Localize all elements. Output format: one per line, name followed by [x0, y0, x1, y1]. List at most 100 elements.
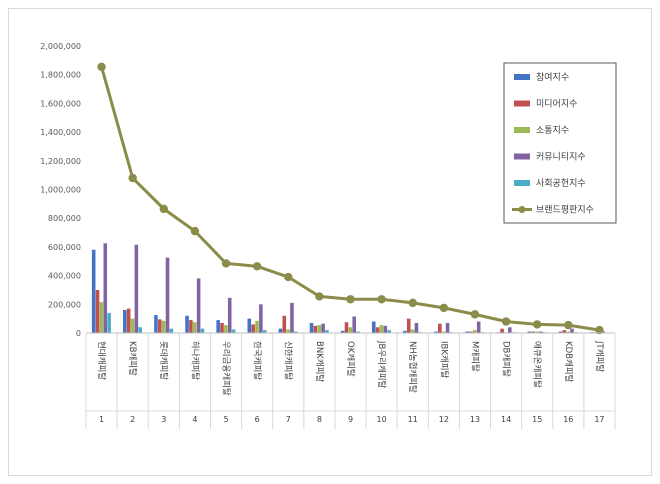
index-label: 7	[286, 415, 291, 424]
legend-label: 브랜드평판지수	[536, 205, 594, 216]
bar	[379, 325, 384, 333]
bar	[500, 328, 504, 333]
bar	[107, 312, 111, 333]
category-label: 애큐온캐피탈	[532, 341, 542, 388]
legend-swatch	[514, 127, 530, 133]
legend-label: 참여지수	[536, 71, 569, 83]
bar	[224, 325, 228, 333]
y-tick-label: 400,000	[48, 272, 81, 281]
bar	[340, 330, 345, 333]
line-point	[252, 262, 262, 271]
bar	[309, 322, 314, 333]
index-label: 12	[439, 415, 449, 424]
bar	[189, 320, 193, 333]
index-label: 14	[501, 415, 511, 424]
bar	[414, 322, 419, 333]
bar	[126, 308, 131, 333]
category-label: 신한캐피탈	[283, 341, 293, 380]
legend-swatch	[514, 180, 530, 186]
line-point	[190, 226, 200, 236]
index-label: 3	[161, 415, 166, 424]
bar	[227, 297, 232, 333]
legend-swatch	[514, 100, 530, 107]
category-label: JB우리캐피탈	[376, 340, 386, 389]
bar	[259, 304, 263, 333]
bar	[138, 327, 143, 333]
category-label: KDB캐피탈	[563, 341, 573, 383]
y-tick-label: 0	[76, 329, 81, 338]
bar	[278, 328, 283, 333]
index-label: 6	[255, 415, 260, 424]
bar	[387, 330, 391, 333]
bar	[165, 257, 170, 333]
bar	[290, 302, 294, 333]
category-label: OK캐피탈	[345, 341, 355, 377]
category-label: 롯데캐피탈	[158, 341, 168, 380]
bar	[356, 331, 360, 333]
bar	[438, 323, 442, 333]
y-tick-label: 600,000	[48, 243, 81, 252]
line-point	[501, 317, 511, 326]
bar	[262, 330, 267, 333]
bar	[196, 278, 201, 333]
bar	[247, 318, 252, 333]
legend-label: 미디어지수	[536, 99, 577, 110]
bar	[103, 243, 108, 333]
legend-swatch	[514, 74, 530, 80]
line-point	[564, 320, 573, 330]
line-point	[128, 173, 137, 183]
bar	[231, 329, 236, 333]
legend-label: 소통지수	[536, 125, 569, 136]
bar	[562, 330, 567, 333]
legend-label: 사회공헌지수	[536, 178, 586, 189]
bar	[294, 331, 298, 333]
bar	[154, 315, 158, 333]
bar	[255, 320, 259, 333]
bar	[216, 320, 220, 333]
category-label: 우리금융캐피탈	[220, 341, 230, 396]
legend-label: 커뮤니티지수	[536, 152, 586, 163]
x-axis: 현대캐피탈 1 KB캐피탈 2 롯데캐피탈 3 하나캐피탈 4 우리금융캐피탈 5 한국캐피탈 6 신한…	[85, 332, 616, 429]
legend-line-marker	[518, 206, 526, 213]
index-label: 16	[563, 415, 573, 424]
bar	[192, 322, 197, 333]
category-label: KB캐피탈	[127, 341, 137, 376]
y-tick-label: 1,400,000	[40, 128, 81, 137]
bar	[321, 323, 325, 333]
line-point	[346, 295, 355, 304]
legend-swatch	[514, 153, 530, 160]
index-label: 4	[192, 415, 197, 424]
index-label: 10	[377, 415, 387, 424]
index-label: 8	[317, 415, 322, 424]
bar	[313, 325, 318, 333]
bar	[95, 289, 100, 333]
y-tick-label: 1,200,000	[40, 157, 81, 166]
bar-series	[91, 243, 609, 333]
index-label: 5	[223, 415, 228, 424]
bar	[371, 321, 376, 333]
line-point	[439, 303, 449, 313]
bar	[539, 331, 543, 333]
bar	[352, 316, 356, 333]
bar	[434, 331, 438, 333]
index-label: 1	[99, 415, 104, 424]
index-label: 13	[470, 415, 480, 424]
bar	[558, 331, 563, 333]
y-tick-label: 2,000,000	[40, 42, 81, 51]
category-label: 현대캐피탈	[96, 341, 106, 380]
brand-reputation-chart: 0 200,000 400,000 600,000 800,000 1,000,000 1,…	[40, 42, 617, 429]
line-point	[221, 259, 231, 268]
bar	[251, 324, 255, 333]
bar	[383, 325, 388, 333]
bar	[535, 331, 539, 333]
bar	[282, 315, 287, 333]
bar	[185, 315, 189, 333]
bar	[445, 322, 450, 333]
legend-box	[503, 62, 617, 224]
index-label: 2	[130, 415, 135, 424]
line-point	[97, 62, 106, 72]
bar	[158, 319, 162, 333]
category-label: JT캐피탈	[594, 340, 604, 372]
bar	[441, 331, 446, 333]
category-label: 한국캐피탈	[252, 341, 262, 380]
